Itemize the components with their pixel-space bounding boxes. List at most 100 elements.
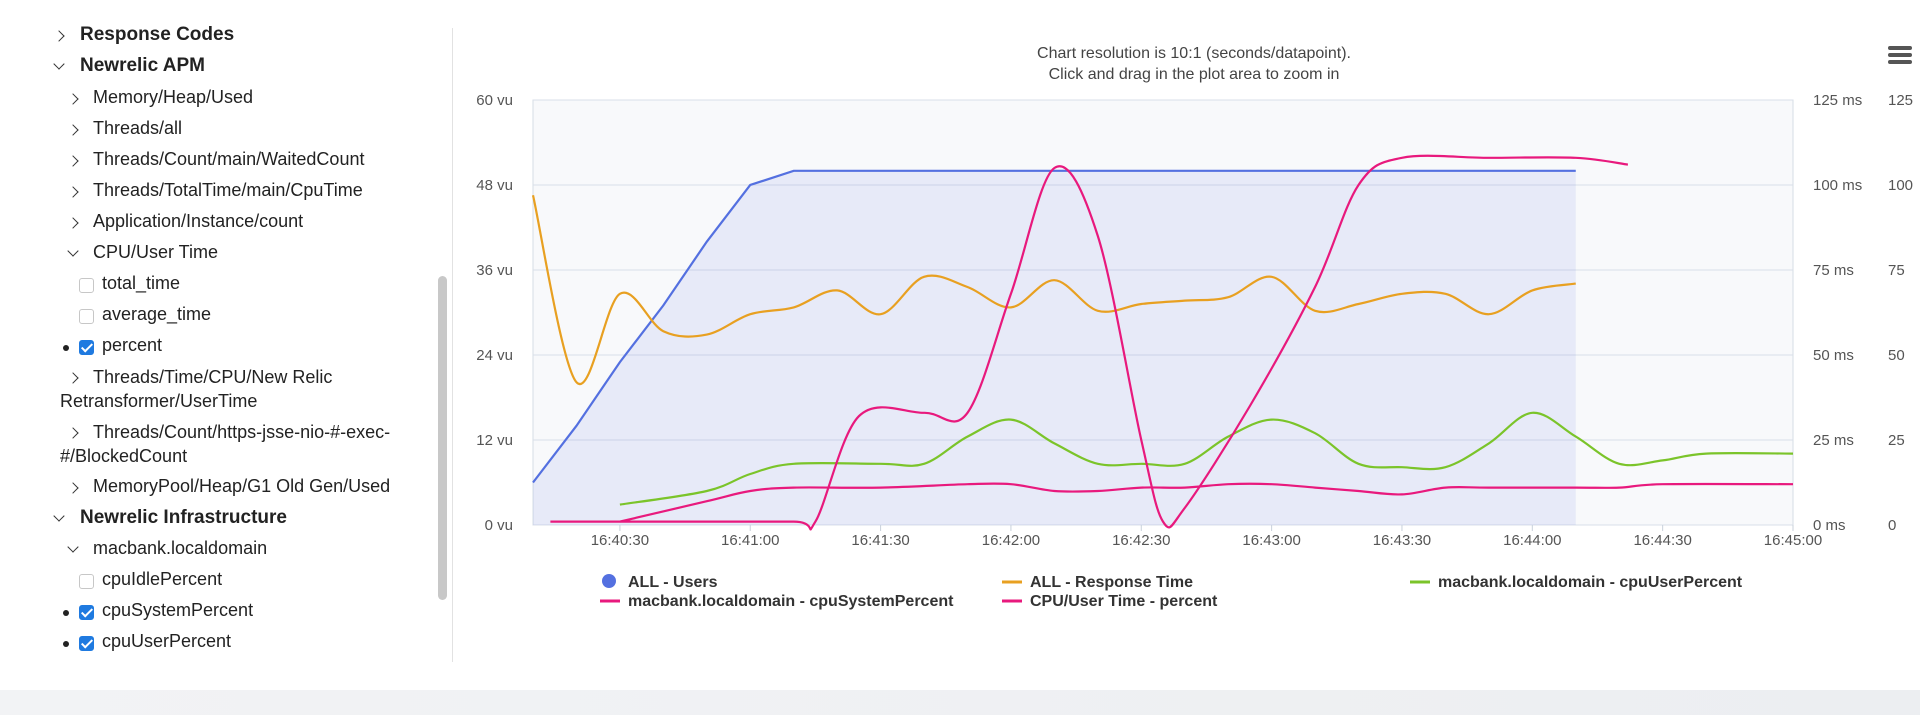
tree-item[interactable]: Threads/all — [0, 118, 432, 144]
tree-item[interactable]: Application/Instance/count — [0, 211, 432, 237]
y-right2-tick-label: 125 — [1888, 92, 1913, 109]
tree-item[interactable]: cpuUserPercent — [0, 631, 432, 657]
tree-item[interactable]: Threads/Count/main/WaitedCount — [0, 149, 432, 175]
x-tick-label: 16:44:30 — [1633, 532, 1691, 549]
tree-item-label: average_time — [102, 304, 212, 324]
metric-checkbox[interactable] — [79, 309, 94, 324]
y-right-tick-label: 0 ms — [1813, 517, 1846, 534]
y-left-tick-label: 36 vu — [476, 262, 513, 279]
tree-item-label: cpuSystemPercent — [102, 600, 254, 620]
legend-label: macbank.localdomain - cpuSystemPercent — [628, 593, 954, 610]
chevron-right-icon[interactable] — [67, 93, 79, 105]
legend-label: CPU/User Time - percent — [1030, 593, 1218, 610]
tree-item-label: Threads/Time/CPU/New Relic Retransformer… — [60, 367, 333, 411]
x-tick-label: 16:40:30 — [591, 532, 649, 549]
series-area-users — [533, 170, 1576, 526]
x-tick-label: 16:42:30 — [1112, 532, 1170, 549]
tree-item[interactable]: total_time — [0, 273, 432, 299]
chart-subtitle-line-1: Chart resolution is 10:1 (seconds/datapo… — [1037, 45, 1351, 62]
chevron-right-icon[interactable] — [53, 30, 65, 42]
y-right-tick-label: 50 ms — [1813, 347, 1854, 364]
tree-item[interactable]: CPU/User Time — [0, 242, 432, 268]
selected-dot-icon — [63, 641, 69, 647]
tree-scrollbar-thumb[interactable] — [438, 276, 447, 600]
tree-item-label: Newrelic Infrastructure — [80, 507, 287, 528]
tree-item-label: Memory/Heap/Used — [93, 87, 254, 107]
metric-checkbox[interactable] — [79, 574, 94, 589]
x-tick-label: 16:43:30 — [1373, 532, 1431, 549]
series-line-1[interactable] — [531, 194, 1576, 386]
tree-item-label: MemoryPool/Heap/G1 Old Gen/Used — [93, 476, 391, 496]
tree-item[interactable]: Response Codes — [0, 24, 432, 50]
tree-item-label: Newrelic APM — [80, 55, 205, 76]
tree-item[interactable]: cpuIdlePercent — [0, 569, 432, 595]
chevron-down-icon[interactable] — [67, 245, 79, 257]
tree-item[interactable]: Threads/Count/https-jsse-nio-#-exec-#/Bl… — [0, 421, 432, 471]
y-right2-tick-label: 50 — [1888, 347, 1905, 364]
legend-label: ALL - Response Time — [1030, 574, 1193, 591]
series-line-users[interactable] — [532, 169, 1576, 484]
series-line-4[interactable] — [550, 154, 1629, 531]
tree-item[interactable]: Newrelic Infrastructure — [0, 507, 432, 533]
chevron-right-icon[interactable] — [67, 124, 79, 136]
tree-item[interactable]: average_time — [0, 304, 432, 330]
legend-label: ALL - Users — [628, 574, 718, 591]
chart-subtitle-line-2: Click and drag in the plot area to zoom … — [1049, 66, 1340, 83]
chevron-right-icon[interactable] — [67, 186, 79, 198]
tree-item-label: Threads/Count/main/WaitedCount — [93, 149, 365, 169]
metric-checkbox[interactable] — [79, 636, 94, 651]
tree-item-label: percent — [102, 335, 163, 355]
chart-panel[interactable]: 0 vu 12 vu 24 vu 36 vu 48 vu 60 vu 0 ms 25 ms 50… — [453, 28, 1920, 662]
chevron-down-icon[interactable] — [67, 541, 79, 553]
tree-item-label: total_time — [102, 273, 181, 293]
x-tick-label: 16:45:00 — [1764, 532, 1822, 549]
tree-item[interactable]: cpuSystemPercent — [0, 600, 432, 626]
tree-item[interactable]: Newrelic APM — [0, 55, 432, 81]
y-right2-tick-label: 0 — [1888, 517, 1896, 534]
tree-item-label: Threads/TotalTime/main/CpuTime — [93, 180, 363, 200]
tree-item[interactable]: Threads/TotalTime/main/CpuTime — [0, 180, 432, 206]
footer-band — [0, 690, 1920, 715]
tree-item-label: Response Codes — [80, 24, 235, 45]
chevron-right-icon[interactable] — [67, 155, 79, 167]
x-tick-label: 16:41:30 — [851, 532, 909, 549]
tree-item[interactable]: percent — [0, 335, 432, 361]
y-right-tick-label: 100 ms — [1813, 177, 1862, 194]
tree-item-label: CPU/User Time — [93, 242, 219, 262]
series-line-2[interactable] — [619, 411, 1794, 506]
y-right-tick-label: 75 ms — [1813, 262, 1854, 279]
metric-checkbox[interactable] — [79, 278, 94, 293]
tree-item-label: Application/Instance/count — [93, 211, 304, 231]
tree-item[interactable]: MemoryPool/Heap/G1 Old Gen/Used — [0, 476, 432, 502]
metric-checkbox[interactable] — [79, 605, 94, 620]
selected-dot-icon — [63, 345, 69, 351]
series-line-3[interactable] — [619, 482, 1794, 523]
x-tick-label: 16:42:00 — [982, 532, 1040, 549]
chart-menu-icon[interactable] — [1888, 46, 1912, 66]
legend-marker-circle[interactable] — [602, 574, 616, 588]
selected-dot-icon — [63, 610, 69, 616]
legend-label: macbank.localdomain - cpuUserPercent — [1438, 574, 1743, 591]
y-left-tick-label: 12 vu — [476, 432, 513, 449]
tree-item-label: Threads/Count/https-jsse-nio-#-exec-#/Bl… — [60, 422, 391, 466]
y-right2-tick-label: 25 — [1888, 432, 1905, 449]
x-tick-label: 16:44:00 — [1503, 532, 1561, 549]
tree-item[interactable]: macbank.localdomain — [0, 538, 432, 564]
chevron-down-icon[interactable] — [53, 58, 65, 70]
line-chart[interactable]: 0 vu 12 vu 24 vu 36 vu 48 vu 60 vu 0 ms 25 ms 50… — [453, 28, 1920, 662]
chevron-right-icon[interactable] — [67, 217, 79, 229]
x-tick-label: 16:41:00 — [721, 532, 779, 549]
tree-item[interactable]: Threads/Time/CPU/New Relic Retransformer… — [0, 366, 432, 416]
panel-divider — [452, 28, 453, 662]
y-right2-tick-label: 100 — [1888, 177, 1913, 194]
y-left-tick-label: 48 vu — [476, 177, 513, 194]
tree-item-label: cpuIdlePercent — [102, 569, 223, 589]
metric-checkbox[interactable] — [79, 340, 94, 355]
metrics-tree: Response Codes Newrelic APM Memory/Heap/Us… — [0, 0, 432, 662]
chevron-down-icon[interactable] — [53, 510, 65, 522]
tree-item[interactable]: Memory/Heap/Used — [0, 87, 432, 113]
y-right2-tick-label: 75 — [1888, 262, 1905, 279]
chevron-right-icon[interactable] — [67, 482, 79, 494]
y-left-tick-label: 24 vu — [476, 347, 513, 364]
y-right-tick-label: 25 ms — [1813, 432, 1854, 449]
